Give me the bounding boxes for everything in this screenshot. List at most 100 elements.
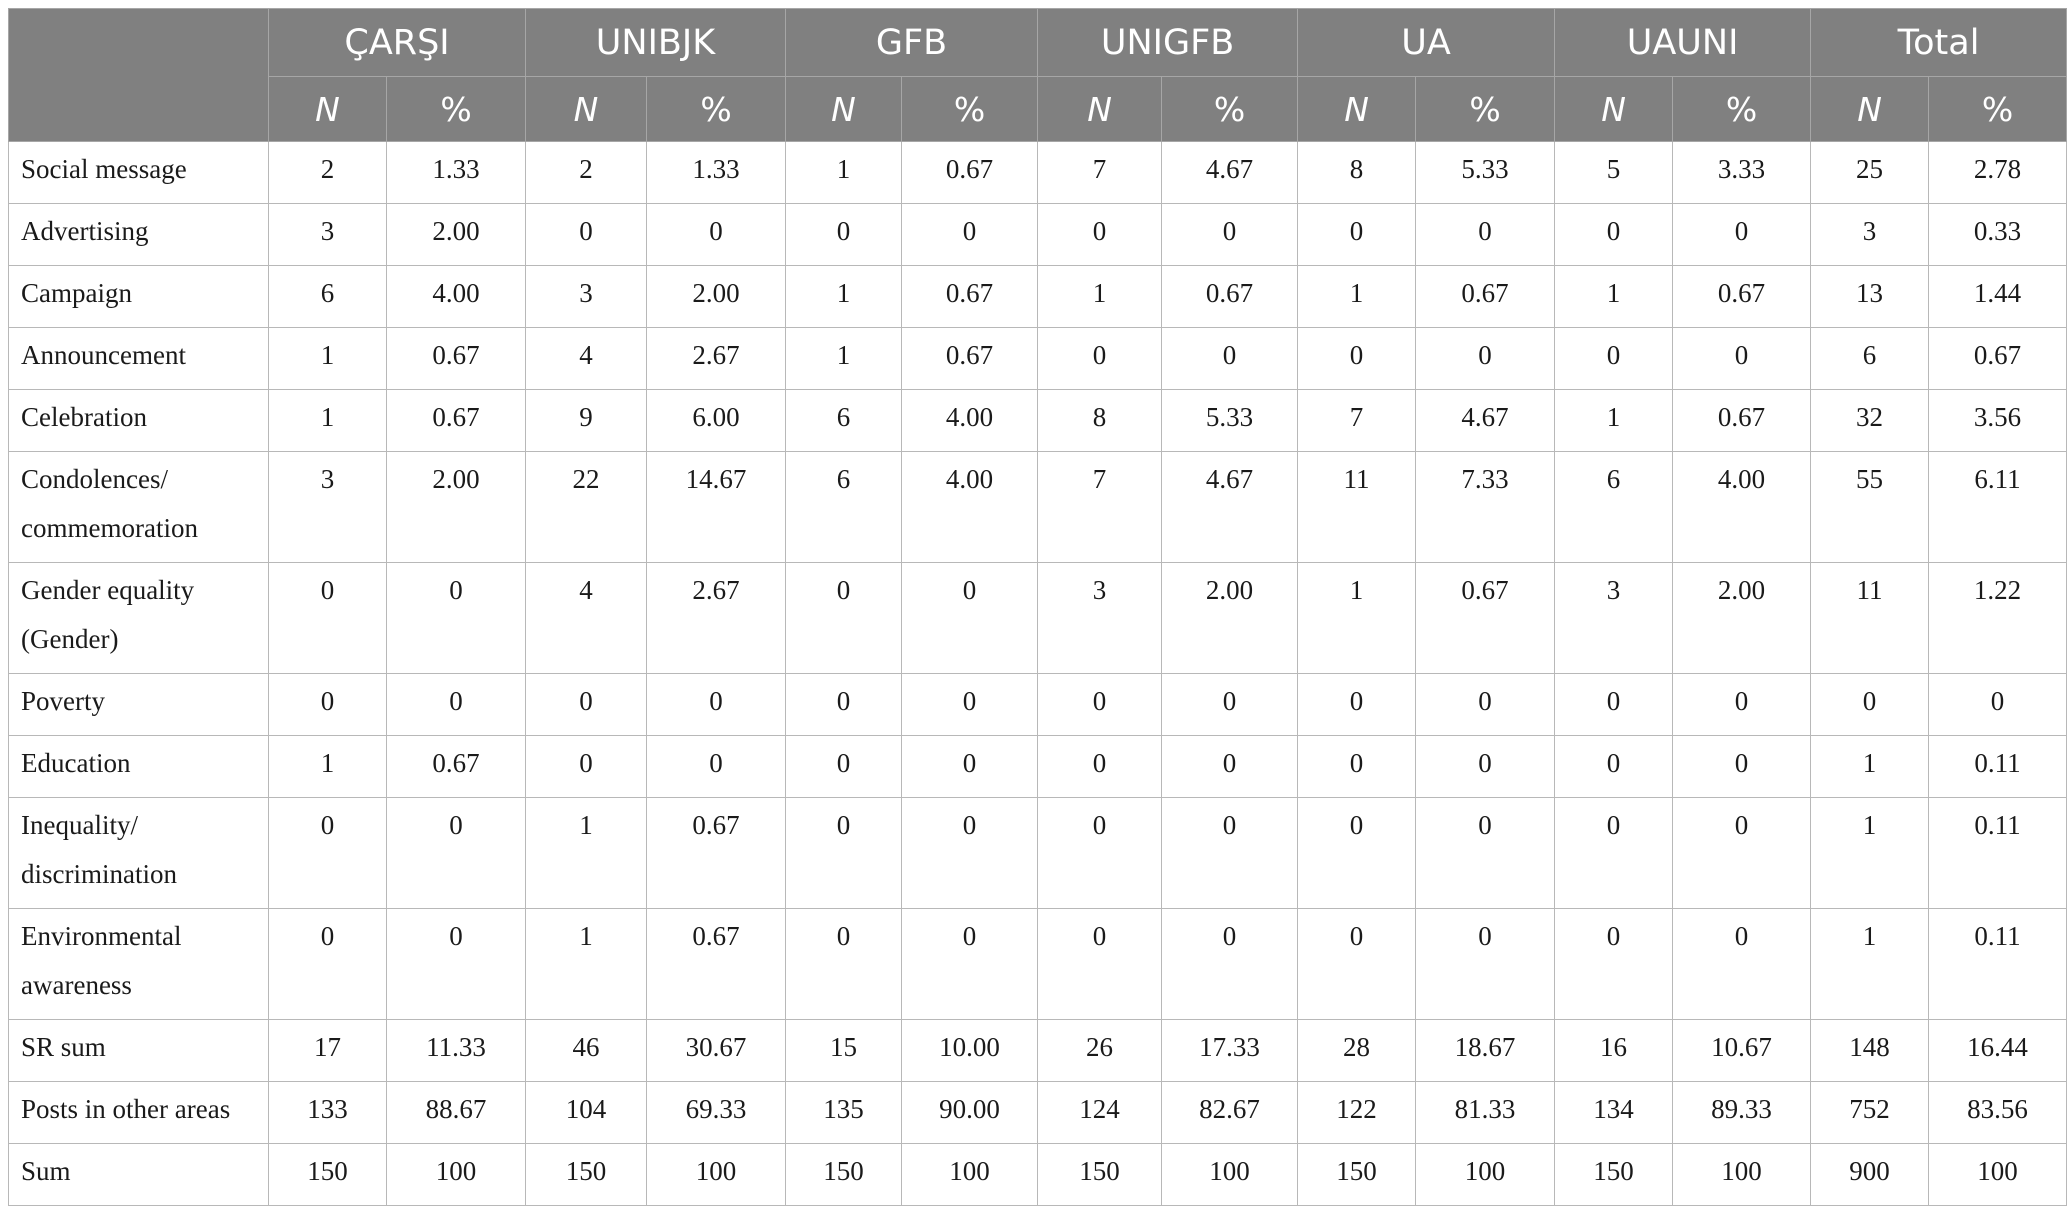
percent-cell: 89.33 — [1672, 1081, 1812, 1144]
percent-value: 2.67 — [692, 575, 740, 605]
count-value: 4 — [579, 340, 593, 370]
percent-cell: 3.56 — [1928, 389, 2068, 452]
percent-value: 0.67 — [1205, 278, 1254, 308]
count-cell: 0 — [1554, 203, 1674, 266]
count-cell: 0 — [785, 908, 903, 1020]
count-value: 0 — [1092, 340, 1107, 370]
percent-cell: 0 — [901, 908, 1039, 1020]
percent-cell: 0 — [1161, 203, 1299, 266]
sub-header-n: N — [525, 76, 647, 142]
count-cell: 1 — [268, 735, 387, 798]
percent-value: 0 — [962, 748, 977, 778]
count-cell: 1 — [1037, 265, 1163, 328]
percent-cell: 0 — [901, 673, 1039, 736]
count-value: 0 — [836, 216, 851, 246]
count-value: 11 — [1856, 575, 1883, 605]
count-cell: 4 — [525, 562, 647, 674]
percent-cell: 0.11 — [1928, 908, 2068, 1020]
row-label-cell: SR sum — [8, 1019, 269, 1082]
percent-value: 0 — [709, 748, 723, 778]
percent-value: 0 — [962, 686, 977, 716]
percent-cell: 0 — [1161, 908, 1299, 1020]
table-row: SR sum 17 11.33 46 30.67 15 10.00 26 17.33 28 18.6… — [8, 1019, 2068, 1082]
count-value: 0 — [1092, 810, 1107, 840]
percent-value: 0.67 — [945, 340, 994, 370]
table-row: Gender equality (Gender) 0 0 4 2.67 0 0 3 2.00 1 0… — [8, 562, 2068, 674]
percent-cell: 6.11 — [1928, 451, 2068, 563]
count-cell: 0 — [785, 797, 903, 909]
percent-value: 90.00 — [939, 1094, 1000, 1124]
percent-value: 0 — [1478, 748, 1492, 778]
percent-value: 0.67 — [432, 340, 480, 370]
count-value: 1 — [1862, 921, 1877, 951]
count-value: 8 — [1092, 402, 1107, 432]
count-value: 150 — [565, 1156, 607, 1186]
count-value: 104 — [565, 1094, 607, 1124]
percent-cell: 1.33 — [645, 141, 787, 204]
percent-value: 2.67 — [692, 340, 740, 370]
sub-header-percent: % — [1672, 76, 1812, 142]
count-cell: 0 — [1810, 673, 1930, 736]
table-row: Announcement 1 0.67 4 2.67 1 0.67 0 0 0 0 0 0 6 0.67 — [8, 327, 2068, 390]
count-cell: 11 — [1297, 451, 1417, 563]
percent-cell: 0 — [645, 735, 787, 798]
count-value: 0 — [1862, 686, 1877, 716]
count-value: 0 — [1349, 340, 1364, 370]
count-cell: 0 — [268, 908, 387, 1020]
count-value: 124 — [1079, 1094, 1120, 1124]
group-header-gfb: GFB — [785, 8, 1039, 77]
count-value: 1 — [320, 340, 335, 370]
percent-value: 0 — [1222, 340, 1237, 370]
percent-value: 2.00 — [432, 464, 480, 494]
count-value: 150 — [1079, 1156, 1120, 1186]
percent-cell: 2.00 — [645, 265, 787, 328]
group-header-uauni: UAUNI — [1554, 8, 1812, 77]
percent-value: 88.67 — [425, 1094, 487, 1124]
percent-cell: 0 — [1415, 797, 1556, 909]
percent-value: 0.11 — [1974, 748, 2021, 778]
count-cell: 0 — [1037, 908, 1163, 1020]
count-cell: 0 — [1037, 203, 1163, 266]
percent-cell: 4.67 — [1415, 389, 1556, 452]
percent-value: 4.67 — [1205, 464, 1254, 494]
count-value: 4 — [579, 575, 593, 605]
row-label: Poverty — [21, 686, 105, 716]
percent-cell: 0 — [1672, 797, 1812, 909]
percent-cell: 0.67 — [386, 327, 526, 390]
count-cell: 0 — [785, 735, 903, 798]
percent-cell: 1.22 — [1928, 562, 2068, 674]
sub-header-percent: % — [1928, 76, 2068, 142]
count-value: 22 — [572, 464, 600, 494]
count-value: 0 — [836, 686, 851, 716]
count-value: 150 — [823, 1156, 864, 1186]
count-cell: 1 — [785, 141, 903, 204]
percent-value: 0.67 — [432, 402, 480, 432]
group-header-unibjk: UNIBJK — [524, 8, 787, 77]
count-value: 7 — [1092, 154, 1107, 184]
count-value: 150 — [1336, 1156, 1377, 1186]
count-cell: 3 — [1037, 562, 1163, 674]
percent-cell: 0.67 — [901, 265, 1039, 328]
percent-value: 0 — [709, 216, 723, 246]
percent-value: 1.22 — [1973, 575, 2022, 605]
percent-cell: 0 — [1672, 735, 1812, 798]
count-value: 3 — [1862, 216, 1877, 246]
count-cell: 7 — [1297, 389, 1417, 452]
percent-cell: 0.67 — [645, 908, 787, 1020]
percent-cell: 0.67 — [1161, 265, 1299, 328]
row-label-cell: Poverty — [8, 673, 269, 736]
percent-value: 6.11 — [1974, 464, 2021, 494]
table-row: Social message 2 1.33 2 1.33 1 0.67 7 4.67 8 5.33 5… — [8, 141, 2068, 204]
percent-value: 0.67 — [432, 748, 480, 778]
percent-value: 0 — [449, 921, 463, 951]
count-value: 7 — [1092, 464, 1107, 494]
percent-value: 0.67 — [692, 921, 740, 951]
count-value: 134 — [1593, 1094, 1634, 1124]
sub-header-n: N — [785, 76, 903, 142]
count-value: 3 — [320, 464, 335, 494]
count-cell: 2 — [525, 141, 647, 204]
count-cell: 9 — [525, 389, 647, 452]
count-value: 28 — [1343, 1032, 1371, 1062]
count-cell: 11 — [1810, 562, 1930, 674]
percent-cell: 0 — [1161, 327, 1299, 390]
